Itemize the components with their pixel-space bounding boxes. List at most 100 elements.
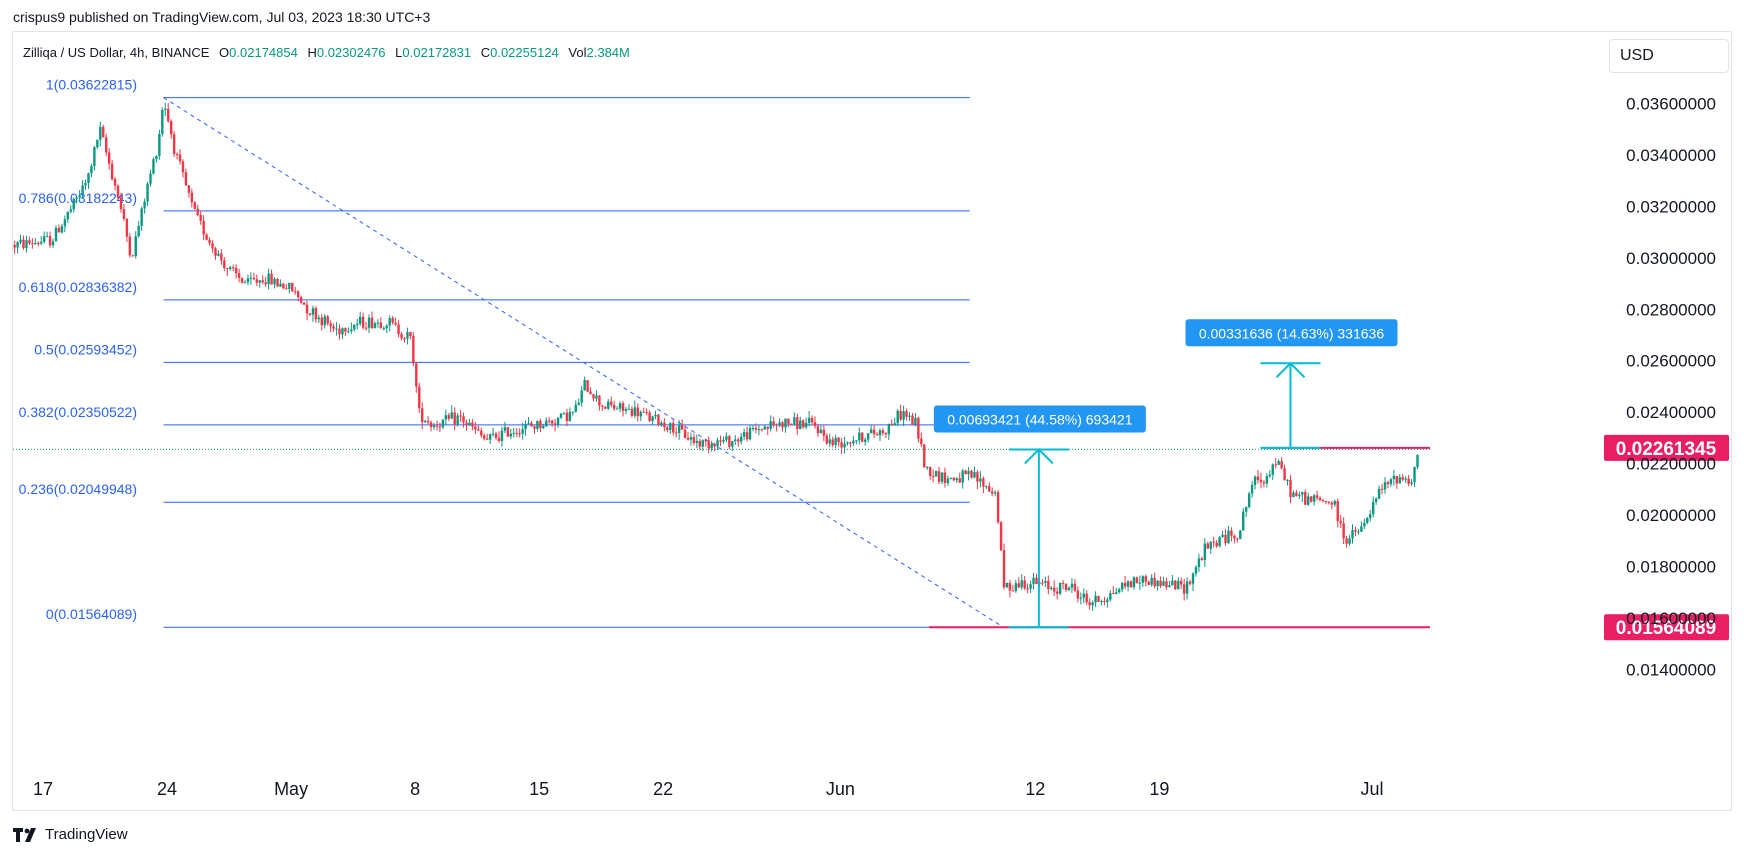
candle-body xyxy=(1162,581,1165,586)
price-axis[interactable]: 0.03600000 0.03400000 0.03200000 0.03000000… xyxy=(1626,94,1716,679)
candle-body xyxy=(834,437,837,446)
candle-body xyxy=(831,439,834,446)
candle-body xyxy=(335,328,338,330)
candle-body xyxy=(314,308,318,320)
volume-label: Vol xyxy=(568,45,587,60)
candle-body xyxy=(1298,494,1301,496)
candle-body xyxy=(379,322,383,329)
candle-body xyxy=(45,236,49,238)
candle-body xyxy=(988,486,991,492)
currency-selector[interactable]: USD xyxy=(1609,39,1729,73)
candle-body xyxy=(1159,580,1162,586)
candle-body xyxy=(1156,580,1159,587)
candle-body xyxy=(1064,583,1068,591)
candle-body xyxy=(610,401,613,405)
candle-body xyxy=(1380,488,1384,490)
chart-legend: Zilliqa / US Dollar, 4h, BINANCE O0.0217… xyxy=(23,45,630,60)
candle-body xyxy=(624,408,628,411)
candle-body xyxy=(674,432,678,434)
candle-body xyxy=(291,282,294,292)
candle-body xyxy=(822,429,826,436)
candle-body xyxy=(1236,538,1239,540)
candle-body xyxy=(296,291,300,298)
candle-body xyxy=(539,420,542,429)
candle-body xyxy=(790,423,793,425)
candle-body xyxy=(459,415,462,417)
candle-body xyxy=(562,412,566,414)
measure-label-box[interactable] xyxy=(1185,319,1398,347)
candle-body xyxy=(329,323,332,327)
candle-body xyxy=(881,430,885,434)
candle-body xyxy=(1011,590,1015,592)
candle-body xyxy=(1351,530,1354,539)
candle-body xyxy=(645,412,648,414)
candle-body xyxy=(497,437,501,441)
candle-body xyxy=(1126,581,1130,587)
candle-body xyxy=(855,440,858,442)
candle-body xyxy=(1103,601,1106,603)
candle-body xyxy=(778,422,781,426)
candle-body xyxy=(294,291,297,293)
candle-body xyxy=(279,283,282,287)
measure-label-box[interactable] xyxy=(933,405,1146,433)
candle-body xyxy=(701,440,704,447)
time-axis[interactable]: 17 24 May 8 15 22 Jun 12 19 Jul xyxy=(33,779,1384,799)
candle-body xyxy=(34,242,37,244)
open-value: 0.02174854 xyxy=(229,45,298,60)
candle-body xyxy=(261,280,264,283)
candle-body xyxy=(852,440,855,444)
high-value: 0.02302476 xyxy=(316,45,386,60)
fib-trend-line[interactable] xyxy=(163,97,1004,628)
candle-body xyxy=(1212,541,1215,543)
candle-body xyxy=(376,322,380,324)
low-value: 0.02172831 xyxy=(402,45,472,60)
candle-body xyxy=(323,316,326,326)
candle-body xyxy=(25,240,28,249)
candle-body xyxy=(1277,461,1280,465)
candle-body xyxy=(961,470,964,483)
candle-body xyxy=(896,410,899,424)
candle-body xyxy=(462,416,465,423)
candle-body xyxy=(1082,593,1085,598)
symbol-title[interactable]: Zilliqa / US Dollar, 4h, BINANCE xyxy=(23,45,210,60)
candle-body xyxy=(784,418,787,428)
candle-body xyxy=(388,318,391,326)
candle-body xyxy=(710,443,713,449)
candle-body xyxy=(1153,577,1156,587)
time-axis-tick-label: 19 xyxy=(1149,779,1169,799)
candle-body xyxy=(134,236,137,257)
candle-body xyxy=(1094,595,1097,603)
candle-body xyxy=(1005,582,1009,588)
high-label: H xyxy=(307,45,317,60)
footer-brand: TradingView xyxy=(13,826,128,843)
candle-body xyxy=(769,421,772,429)
candle-body xyxy=(264,282,267,285)
candle-body xyxy=(595,395,598,399)
horizontal-levels[interactable]: 0.02261345 0.01564089 xyxy=(13,434,1729,641)
candle-body xyxy=(1123,583,1127,587)
fib-retracement[interactable]: 1(0.03622815)0.786(0.03182243)0.618(0.02… xyxy=(19,77,1004,628)
open-label: O xyxy=(219,45,230,60)
candle-body xyxy=(680,424,684,430)
candle-body xyxy=(524,423,527,430)
price-badge[interactable] xyxy=(1604,614,1729,641)
candle-body xyxy=(1109,593,1112,600)
candle-body xyxy=(639,411,642,417)
candle-body xyxy=(840,442,843,448)
candle-body xyxy=(347,331,350,333)
candle-body xyxy=(908,415,911,417)
candle-body xyxy=(48,236,52,246)
candle-body xyxy=(19,239,22,243)
price-measures[interactable]: 0.00693421 (44.58%) 693421 0.00331636 (14… xyxy=(933,319,1398,629)
candle-body xyxy=(917,417,920,439)
candle-body xyxy=(1100,601,1103,603)
candle-body xyxy=(692,437,696,443)
candle-body xyxy=(302,302,306,305)
candle-body xyxy=(485,438,489,440)
candle-body xyxy=(317,317,321,320)
candle-body xyxy=(229,267,232,270)
candle-body xyxy=(825,435,829,444)
candle-body xyxy=(1253,476,1257,485)
price-badge[interactable] xyxy=(1604,434,1729,461)
